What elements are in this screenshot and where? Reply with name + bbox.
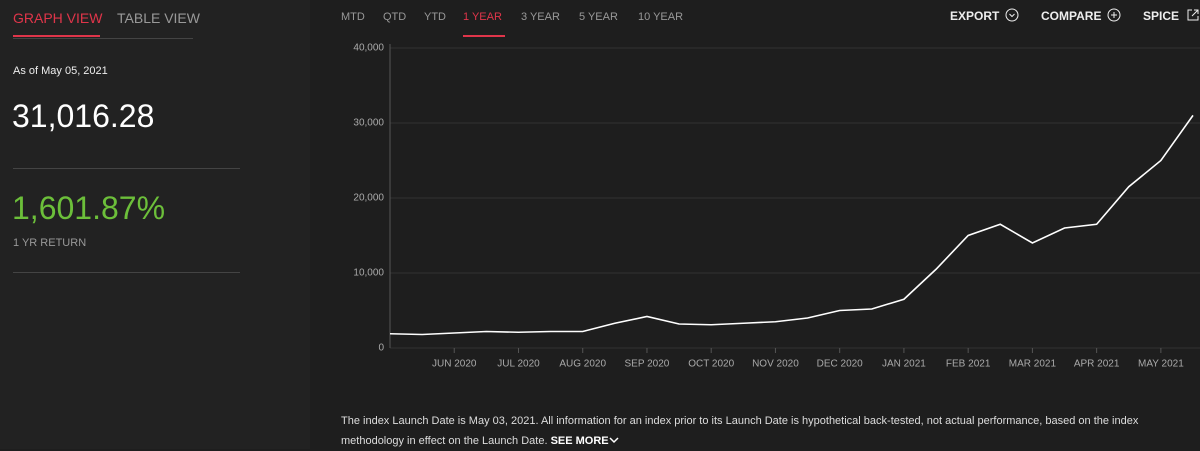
summary-panel: GRAPH VIEW TABLE VIEW As of May 05, 2021… [0, 0, 310, 449]
export-icon[interactable] [1005, 8, 1019, 22]
x-tick-label: NOV 2020 [752, 359, 799, 370]
range-option[interactable]: 3 YEAR [521, 11, 560, 23]
y-tick-label: 40,000 [353, 43, 384, 54]
return: 1,601.87% [12, 190, 166, 226]
compare-icon[interactable] [1107, 8, 1121, 22]
divider [13, 272, 240, 273]
range-option[interactable]: YTD [424, 11, 446, 23]
x-tick-label: JUN 2020 [432, 359, 477, 370]
divider [13, 38, 193, 39]
as-of: As of May 05, 2021 [13, 65, 108, 77]
tab[interactable]: GRAPH VIEW [13, 10, 103, 26]
range-option[interactable]: 10 YEAR [638, 11, 684, 23]
x-tick-label: JAN 2021 [882, 359, 926, 370]
export[interactable]: EXPORT [950, 9, 1000, 23]
y-tick-label: 20,000 [353, 193, 384, 204]
range-option[interactable]: MTD [341, 11, 365, 23]
see-more-icon[interactable] [609, 436, 619, 444]
x-tick-label: OCT 2020 [688, 359, 734, 370]
compare[interactable]: COMPARE [1041, 9, 1102, 23]
tab[interactable]: TABLE VIEW [117, 10, 200, 26]
chart: 0 10,000 20,000 30,000 40,000 JUN 2020 JUL 202… [353, 43, 1200, 370]
y-tick-label: 0 [378, 343, 384, 354]
y-tick-label: 30,000 [353, 118, 384, 129]
spice-icon[interactable] [1186, 8, 1200, 22]
tab-underline [13, 35, 100, 37]
range-option[interactable]: QTD [383, 11, 407, 23]
divider [13, 168, 240, 169]
x-tick-label: JUL 2020 [497, 359, 540, 370]
disclaimer-block: The index Launch Date is May 03, 2021. A… [341, 411, 1199, 451]
range-option[interactable]: 5 YEAR [579, 11, 618, 23]
range-underline [463, 35, 505, 37]
disclaimer: The index Launch Date is May 03, 2021. A… [341, 415, 1139, 447]
spice[interactable]: SPICE [1143, 9, 1180, 23]
x-tick-label: SEP 2020 [625, 359, 670, 370]
x-tick-label: MAY 2021 [1138, 359, 1184, 370]
see-more[interactable]: SEE MORE [550, 435, 609, 447]
x-tick-label: APR 2021 [1074, 359, 1120, 370]
return-label: 1 YR RETURN [13, 237, 87, 249]
x-tick-label: AUG 2020 [559, 359, 606, 370]
y-tick-label: 10,000 [353, 268, 384, 279]
range-option[interactable]: 1 YEAR [463, 11, 502, 23]
level: 31,016.28 [12, 98, 155, 134]
x-tick-label: FEB 2021 [946, 359, 991, 370]
x-tick-label: DEC 2020 [817, 359, 864, 370]
index-line [389, 114, 1194, 336]
x-tick-label: MAR 2021 [1009, 359, 1057, 370]
